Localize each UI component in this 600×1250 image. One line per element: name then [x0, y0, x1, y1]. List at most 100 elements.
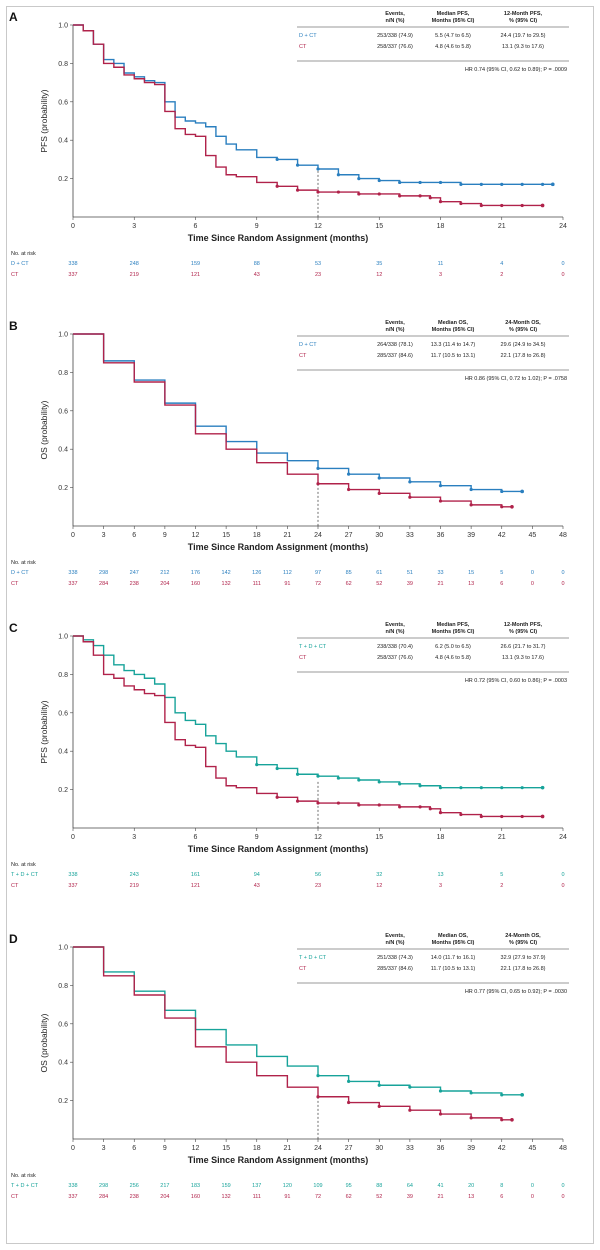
risk-row-name: T + D + CT [11, 872, 39, 878]
x-tick-label: 6 [132, 532, 136, 539]
censor-mark [500, 182, 504, 186]
risk-value: 338 [68, 872, 77, 878]
x-tick-label: 24 [314, 532, 322, 539]
censor-mark [377, 803, 381, 807]
x-tick-label: 15 [375, 223, 383, 230]
risk-value: 159 [222, 1183, 231, 1189]
risk-value: 72 [315, 1194, 321, 1200]
table-header: Events, [385, 320, 405, 326]
censor-mark [550, 182, 555, 187]
censor-mark [316, 466, 320, 470]
y-tick-label: 0.6 [58, 710, 68, 717]
risk-row-name: D + CT [11, 261, 29, 267]
x-tick-label: 0 [71, 1145, 75, 1152]
table-header: 24-Month OS, [505, 320, 541, 326]
risk-value: 91 [284, 1194, 290, 1200]
panel-b: B0 3 6 9 12 15 18 21 24 27 30 33 36 39 42 45 480.20.40.6… [9, 319, 569, 587]
table-header: 12-Month PFS, [504, 11, 543, 17]
risk-value: 121 [191, 272, 200, 278]
x-tick-label: 12 [314, 834, 322, 841]
x-axis-label: Time Since Random Assignment (months) [188, 542, 369, 552]
risk-value: 161 [191, 872, 200, 878]
table-header: n/N (%) [386, 629, 405, 635]
x-tick-label: 39 [467, 532, 475, 539]
risk-value: 97 [315, 570, 321, 576]
risk-value: 23 [315, 272, 321, 278]
censor-mark [347, 1079, 351, 1083]
risk-value: 159 [191, 261, 200, 267]
risk-row-name: T + D + CT [11, 1183, 39, 1189]
risk-value: 337 [68, 581, 77, 587]
censor-mark [357, 778, 361, 782]
risk-value: 212 [160, 570, 169, 576]
censor-mark [357, 803, 361, 807]
censor-mark [438, 786, 443, 790]
x-tick-label: 21 [498, 223, 506, 230]
panel-letter: D [9, 932, 18, 946]
table-header: % (95% CI) [509, 940, 537, 946]
table-events: 258/337 (76.6) [377, 655, 413, 661]
y-tick-label: 0.8 [58, 61, 68, 68]
table-header: Median OS, [438, 933, 468, 939]
table-landmark: 24.4 (19.7 to 29.5) [501, 33, 546, 39]
risk-value: 142 [222, 570, 231, 576]
risk-value: 160 [191, 581, 200, 587]
table-row-name: CT [299, 655, 307, 661]
censor-mark [469, 503, 473, 507]
x-tick-label: 33 [406, 1145, 414, 1152]
y-tick-label: 0.8 [58, 983, 68, 990]
risk-value: 3 [439, 883, 442, 889]
censor-mark [398, 194, 402, 198]
censor-mark [459, 812, 463, 817]
x-tick-label: 45 [528, 1145, 536, 1152]
risk-value: 2 [500, 272, 503, 278]
table-header: Events, [385, 622, 405, 628]
table-row-name: D + CT [299, 33, 317, 39]
censor-mark [295, 163, 300, 167]
risk-value: 0 [531, 1194, 534, 1200]
risk-value: 11 [438, 261, 444, 267]
risk-value: 0 [531, 1183, 534, 1189]
x-axis-label: Time Since Random Assignment (months) [188, 1155, 369, 1165]
x-tick-label: 21 [283, 532, 291, 539]
censor-mark [459, 786, 463, 790]
risk-value: 132 [222, 1194, 231, 1200]
table-header: Events, [385, 11, 405, 17]
censor-mark [418, 784, 422, 788]
x-tick-label: 0 [71, 223, 75, 230]
risk-value: 91 [284, 581, 290, 587]
risk-value: 0 [561, 872, 564, 878]
x-tick-label: 6 [132, 1145, 136, 1152]
table-events: 251/338 (74.3) [377, 955, 413, 961]
censor-mark [438, 1089, 443, 1093]
table-header: n/N (%) [386, 18, 405, 24]
censor-mark [438, 499, 443, 503]
risk-value: 62 [346, 1194, 352, 1200]
censor-mark [347, 1100, 351, 1105]
x-tick-label: 24 [559, 834, 567, 841]
censor-mark [408, 495, 412, 499]
table-header: Months (95% CI) [432, 327, 475, 333]
risk-row-name: CT [11, 883, 19, 889]
risk-value: 51 [407, 570, 413, 576]
risk-value: 298 [99, 570, 108, 576]
table-row-name: D + CT [299, 342, 317, 348]
censor-mark [500, 203, 504, 208]
risk-row-name: CT [11, 1194, 19, 1200]
risk-value: 0 [561, 883, 564, 889]
risk-value: 247 [130, 570, 139, 576]
km-figure: A 0 3 6 9 12 15 18 21 24 0.2 0.4 0.6 0.8 1.0 Time Since… [6, 6, 594, 1244]
censor-mark [418, 194, 422, 198]
risk-value: 85 [346, 570, 352, 576]
risk-value: 88 [254, 261, 260, 267]
censor-mark [316, 167, 320, 171]
table-landmark: 26.6 (21.7 to 31.7) [501, 644, 546, 650]
x-tick-label: 18 [437, 834, 445, 841]
x-tick-label: 15 [222, 1145, 230, 1152]
x-tick-label: 18 [253, 1145, 261, 1152]
censor-mark [438, 484, 443, 488]
censor-mark [357, 177, 361, 181]
x-tick-label: 15 [222, 532, 230, 539]
risk-value: 337 [68, 1194, 77, 1200]
censor-mark [347, 487, 351, 492]
